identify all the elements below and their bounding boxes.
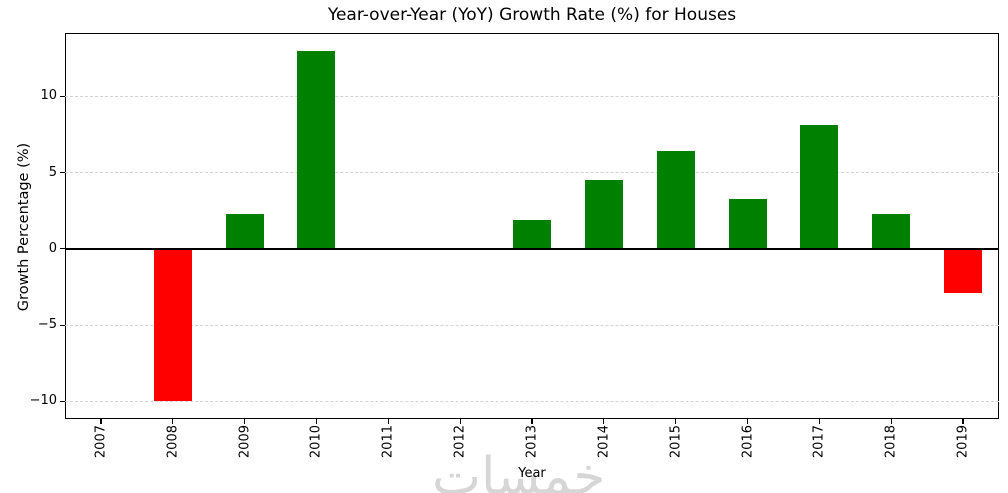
x-tick-label: 2007	[93, 425, 109, 459]
x-tick-label: 2017	[811, 425, 827, 459]
x-tick-label: 2015	[668, 425, 684, 459]
x-tick-label: 2011	[380, 425, 396, 459]
chart-title: Year-over-Year (YoY) Growth Rate (%) for…	[327, 5, 737, 25]
x-axis-label: Year	[518, 466, 546, 481]
x-tick	[459, 419, 461, 424]
bar-2016	[728, 198, 767, 249]
x-tick-label: 2012	[452, 425, 468, 459]
gridline	[65, 400, 999, 402]
x-tick	[962, 419, 964, 424]
y-tick-label: 0	[48, 240, 57, 256]
x-tick-label: 2010	[308, 425, 324, 459]
x-tick	[603, 419, 605, 424]
x-tick	[315, 419, 318, 424]
y-tick	[60, 172, 65, 174]
y-tick	[60, 400, 65, 403]
y-tick	[60, 95, 65, 97]
gridline	[65, 324, 999, 326]
bar-2013	[513, 219, 551, 249]
x-tick	[890, 419, 892, 424]
bar-2015	[656, 151, 695, 249]
y-tick-label: −5	[37, 317, 57, 333]
plot-area	[65, 33, 999, 419]
x-tick-label: 2008	[165, 425, 181, 459]
x-tick-label: 2014	[596, 425, 612, 459]
x-tick	[100, 419, 102, 424]
x-tick-label: 2013	[524, 425, 540, 459]
bar-2017	[800, 125, 839, 249]
x-tick	[818, 419, 820, 424]
x-tick-label: 2018	[883, 425, 899, 459]
x-tick	[387, 419, 389, 424]
y-tick-label: 5	[48, 164, 57, 180]
y-tick-label: 10	[40, 88, 57, 104]
y-tick	[60, 248, 65, 250]
bar-2018	[872, 213, 911, 249]
x-tick	[746, 419, 749, 424]
y-tick-label: −10	[29, 393, 57, 409]
bar-2019	[944, 248, 983, 294]
bar-2009	[225, 213, 264, 249]
x-tick-label: 2016	[740, 425, 756, 459]
gridline	[65, 172, 999, 174]
gridline	[65, 95, 999, 97]
x-tick-label: 2009	[237, 425, 253, 459]
x-tick	[675, 419, 677, 424]
bar-2014	[584, 180, 623, 249]
x-tick	[172, 419, 174, 424]
bar-2010	[297, 50, 336, 249]
bar-2008	[153, 248, 192, 402]
x-tick	[244, 419, 246, 424]
watermark: خمسات	[432, 447, 606, 493]
x-tick	[531, 419, 533, 424]
x-tick-label: 2019	[955, 425, 971, 459]
y-tick	[60, 324, 65, 326]
zero-line	[65, 248, 999, 250]
